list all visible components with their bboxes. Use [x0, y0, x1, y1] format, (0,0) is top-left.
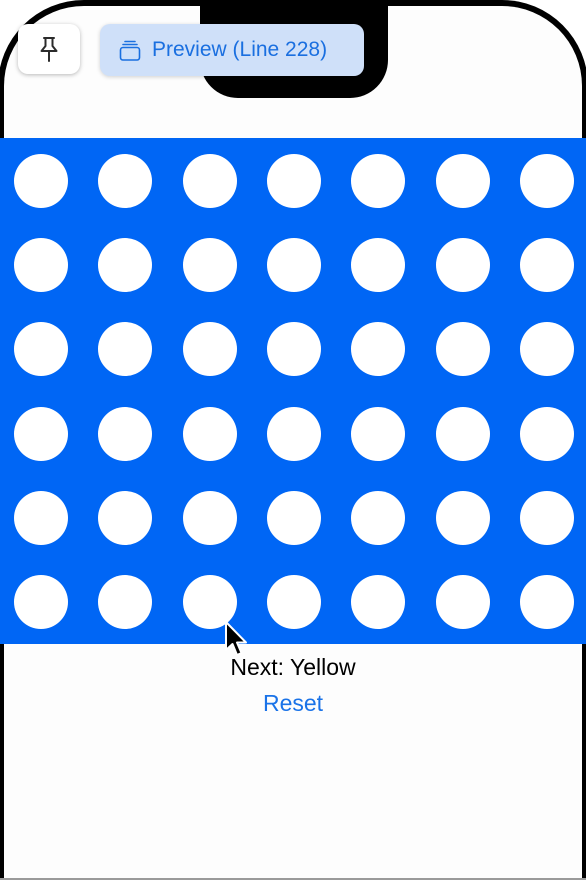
board-slot[interactable]	[519, 575, 574, 629]
board-slot[interactable]	[266, 154, 321, 208]
board-slot[interactable]	[435, 322, 490, 377]
board-slot[interactable]	[14, 322, 68, 377]
board-slot[interactable]	[182, 490, 237, 545]
board-slot[interactable]	[519, 406, 574, 461]
board-slot[interactable]	[98, 238, 153, 293]
reset-button[interactable]: Reset	[243, 688, 343, 718]
board-slot[interactable]	[266, 490, 321, 545]
next-player-label: Next: Yellow	[230, 654, 356, 680]
board-slot[interactable]	[182, 154, 237, 208]
board-slot[interactable]	[519, 490, 574, 545]
board-slot[interactable]	[351, 575, 406, 629]
board-slot[interactable]	[435, 490, 490, 545]
board-slot[interactable]	[266, 575, 321, 629]
board-slot[interactable]	[182, 575, 237, 629]
board-slot[interactable]	[14, 406, 68, 461]
stacked-windows-icon	[119, 40, 141, 61]
board-slot[interactable]	[435, 575, 490, 629]
board-slot[interactable]	[98, 154, 153, 208]
board-slot[interactable]	[435, 238, 490, 293]
board-slot[interactable]	[98, 406, 153, 461]
board-slot[interactable]	[266, 406, 321, 461]
board-slot[interactable]	[351, 490, 406, 545]
board-slot[interactable]	[182, 322, 237, 377]
board-slot[interactable]	[435, 406, 490, 461]
board-slot[interactable]	[519, 322, 574, 377]
board-slot[interactable]	[519, 238, 574, 293]
board-slot[interactable]	[266, 322, 321, 377]
board-slot[interactable]	[182, 238, 237, 293]
preview-label: Preview (Line 228)	[152, 38, 328, 61]
board-slot[interactable]	[351, 406, 406, 461]
window-bottom-edge	[0, 878, 586, 880]
board-slot[interactable]	[351, 154, 406, 208]
board-slot[interactable]	[14, 490, 68, 545]
board-slot[interactable]	[351, 238, 406, 293]
board-slot[interactable]	[435, 154, 490, 208]
board-slot[interactable]	[98, 575, 153, 629]
preview-selector-button[interactable]: Preview (Line 228)	[100, 24, 364, 76]
pin-preview-button[interactable]	[18, 24, 80, 74]
board-slot[interactable]	[14, 575, 68, 629]
board-slot[interactable]	[14, 154, 68, 208]
pin-icon	[40, 37, 58, 62]
board-slot[interactable]	[98, 322, 153, 377]
board-slot[interactable]	[182, 406, 237, 461]
board-slot[interactable]	[519, 154, 574, 208]
game-board[interactable]	[0, 138, 586, 644]
board-slot[interactable]	[98, 490, 153, 545]
board-slot[interactable]	[351, 322, 406, 377]
board-slot[interactable]	[266, 238, 321, 293]
board-slot[interactable]	[14, 238, 68, 293]
